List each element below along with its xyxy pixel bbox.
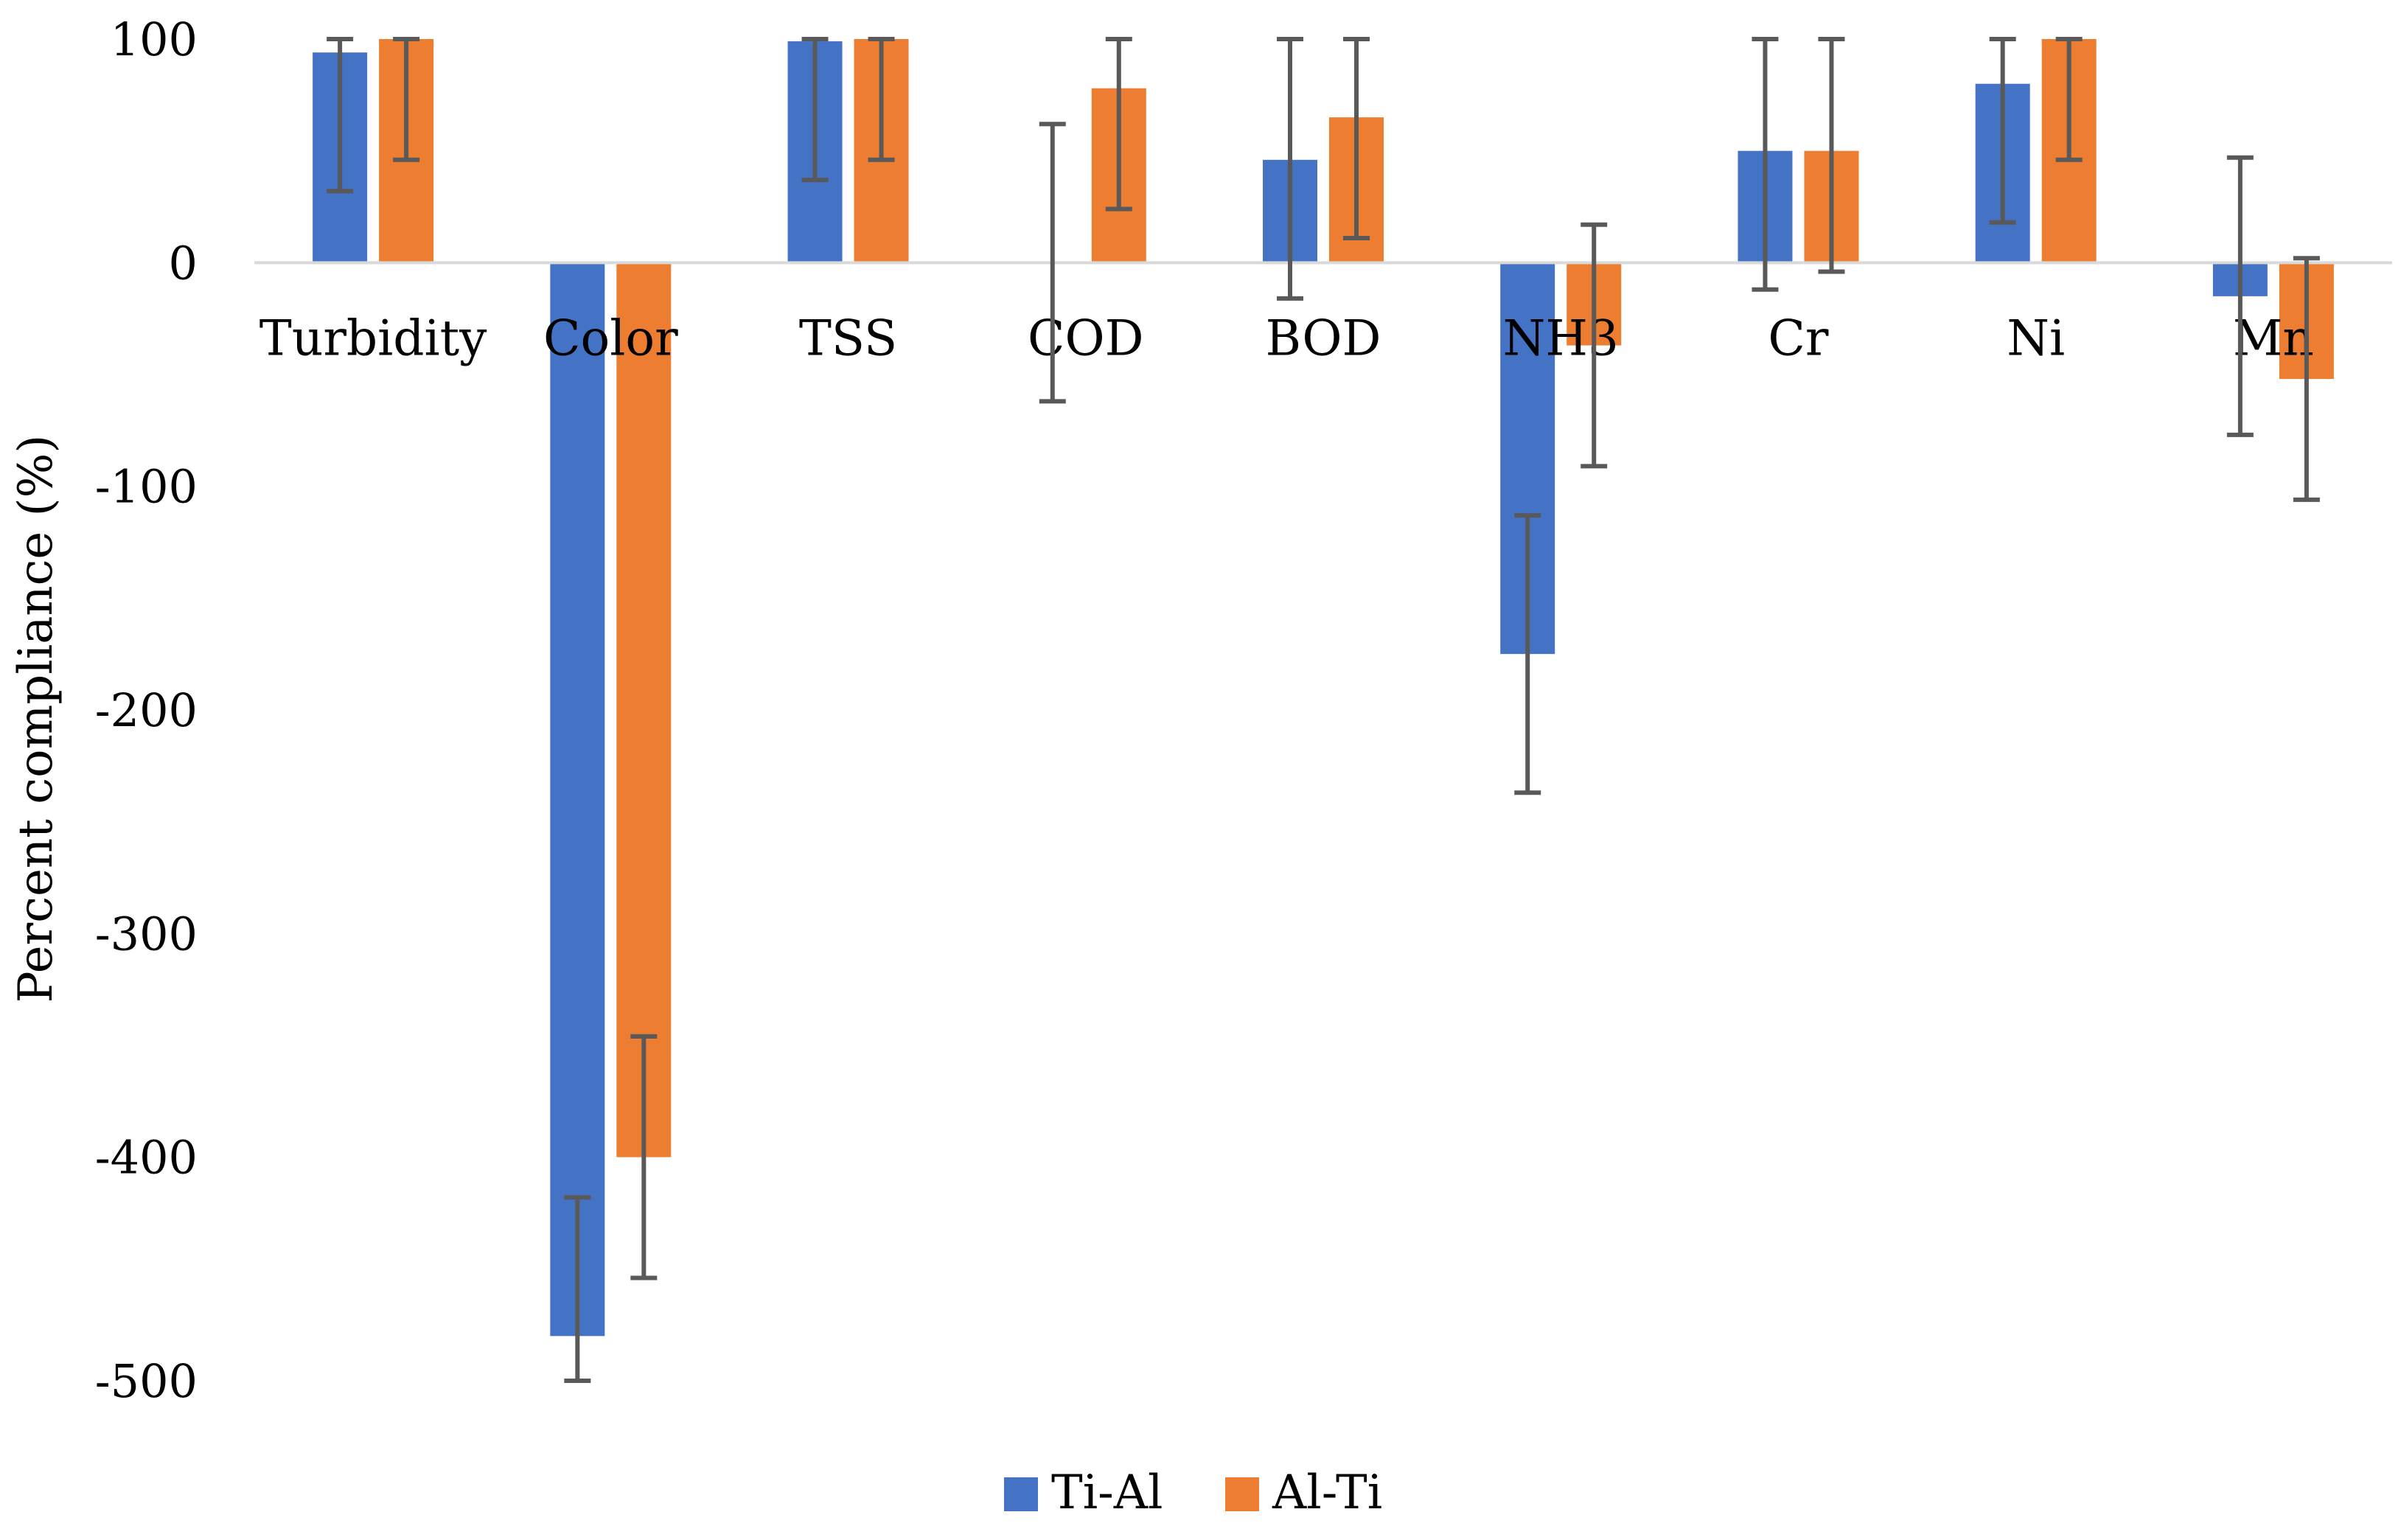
y-tick-label: -100	[95, 460, 198, 514]
error-bar-ti-al-ni	[1989, 37, 2016, 225]
x-tick-label-bod: BOD	[1266, 310, 1381, 366]
legend: Ti-Al Al-Ti	[1004, 1466, 1382, 1520]
legend-swatch-ti-al	[1004, 1477, 1038, 1511]
y-axis-tick-labels: 100 0 -100 -200 -300 -400 -500	[95, 13, 198, 1408]
error-bars	[327, 37, 2320, 1383]
y-axis-title: Percent compliance (%)	[9, 435, 63, 1003]
error-bar-ti-al-nh3	[1514, 513, 1541, 795]
error-bar-ti-al-tss	[801, 37, 829, 183]
bar-al-ti-color	[616, 262, 672, 1157]
y-tick-label: -500	[95, 1354, 198, 1408]
x-tick-label-color: Color	[543, 310, 678, 366]
error-bar-al-ti-tss	[868, 37, 895, 162]
error-bar-ti-al-cod	[1039, 122, 1066, 404]
x-tick-label-cod: COD	[1028, 310, 1144, 366]
x-tick-label-turbidity: Turbidity	[259, 310, 487, 366]
error-bar-ti-al-cr	[1752, 37, 1779, 292]
error-bar-al-ti-ni	[2055, 37, 2083, 162]
error-bar-ti-al-color	[564, 1195, 591, 1383]
bar-ti-al-color	[550, 262, 605, 1337]
error-bar-al-ti-turbidity	[393, 37, 420, 162]
x-tick-label-cr: Cr	[1768, 310, 1828, 366]
x-tick-label-nh3: NH3	[1503, 310, 1619, 366]
x-tick-label-tss: TSS	[799, 310, 897, 366]
legend-label-al-ti: Al-Ti	[1272, 1466, 1382, 1520]
y-tick-label: 100	[111, 13, 198, 66]
x-tick-label-ni: Ni	[2007, 310, 2065, 366]
y-tick-label: -300	[95, 907, 198, 961]
legend-label-ti-al: Ti-Al	[1051, 1466, 1163, 1520]
bars	[313, 39, 2334, 1337]
error-bar-al-ti-nh3	[1581, 222, 1608, 469]
legend-swatch-al-ti	[1225, 1477, 1259, 1511]
error-bar-al-ti-cod	[1105, 37, 1132, 212]
y-tick-label: -400	[95, 1131, 198, 1185]
error-bar-al-ti-mn	[2293, 256, 2320, 502]
y-tick-label: 0	[169, 236, 198, 290]
error-bar-ti-al-bod	[1277, 37, 1303, 301]
error-bar-al-ti-bod	[1343, 37, 1370, 240]
x-tick-label-mn: Mn	[2233, 310, 2314, 366]
error-bar-al-ti-cr	[1818, 37, 1845, 274]
error-bar-ti-al-mn	[2226, 155, 2254, 437]
x-axis-category-labels: Turbidity Color TSS COD BOD NH3 Cr Ni Mn	[259, 310, 2314, 366]
error-bar-ti-al-turbidity	[327, 37, 354, 194]
error-bar-al-ti-color	[630, 1034, 658, 1281]
y-tick-label: -200	[95, 683, 198, 737]
